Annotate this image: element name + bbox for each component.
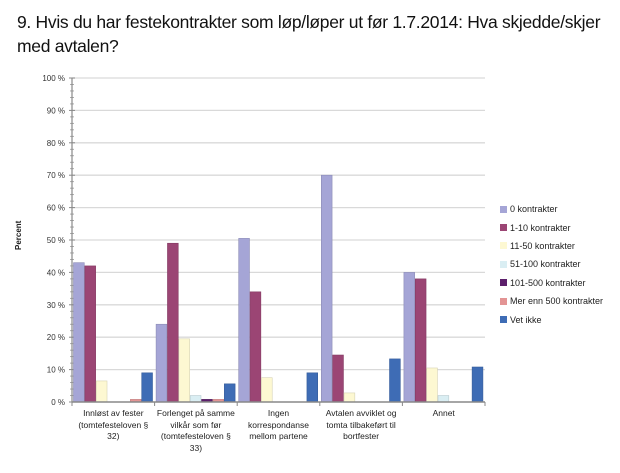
x-axis — [71, 401, 486, 406]
bar — [155, 323, 168, 403]
y-tick-label: 30 % — [47, 301, 65, 310]
bar — [249, 291, 262, 403]
legend-swatch — [500, 297, 507, 305]
y-tick-label: 70 % — [47, 171, 65, 180]
bar — [320, 174, 333, 403]
bar — [389, 358, 401, 403]
x-tick-label-line: Ingen — [267, 408, 290, 418]
x-tick-label-line: bortfester — [343, 431, 380, 441]
legend-swatch — [500, 316, 507, 324]
y-tick-label: 0 % — [51, 398, 65, 407]
bar — [471, 366, 484, 403]
legend-item: 101-500 kontrakter — [500, 274, 603, 292]
bar — [403, 272, 415, 403]
y-tick-label: 10 % — [47, 366, 65, 375]
bar — [73, 262, 85, 403]
x-tick-label-line: Innløst av fester — [83, 408, 144, 418]
x-tick-label-line: korrespondanse — [248, 419, 309, 430]
x-tick-label: Ingen korrespondanse mellom partene — [234, 408, 324, 443]
chart-title: 9. Hvis du har festekontrakter som løp/l… — [17, 12, 601, 56]
legend-item: Mer enn 500 kontrakter — [500, 292, 603, 310]
legend-item: 0 kontrakter — [500, 200, 603, 218]
legend-swatch — [500, 260, 507, 268]
legend-item: Vet ikke — [500, 310, 603, 328]
legend-label: 51-100 kontrakter — [510, 259, 581, 270]
y-tick-label: 50 % — [47, 236, 65, 245]
bar — [141, 372, 153, 403]
x-tick-label-line: mellom partene — [249, 431, 308, 441]
bar — [426, 367, 438, 403]
bar — [238, 238, 250, 403]
legend: 0 kontrakter 1-10 kontrakter 11-50 kontrak… — [500, 200, 603, 329]
bar — [167, 242, 179, 403]
legend-label: 101-500 kontrakter — [510, 277, 586, 288]
y-tick-label: 20 % — [47, 333, 65, 342]
y-tick-label: 100 % — [42, 74, 65, 83]
legend-label: Mer enn 500 kontrakter — [510, 296, 604, 307]
y-tick-label: 80 % — [47, 139, 65, 148]
bar — [414, 278, 427, 403]
x-tick-label-line: 32) — [107, 431, 120, 441]
legend-swatch — [500, 205, 507, 213]
x-tick-label: Avtalen avviklet og tomta tilbakeført til… — [316, 408, 406, 443]
x-tick-label-line: 33) — [189, 442, 203, 453]
bar — [84, 265, 96, 403]
bar — [178, 338, 190, 403]
legend-item: 51-100 kontrakter — [500, 255, 603, 273]
legend-item: 1-10 kontrakter — [500, 218, 603, 236]
legend-label: 1-10 kontrakter — [510, 222, 571, 233]
x-tick-label-line: Forlenget på samme — [156, 408, 235, 418]
x-tick-label-line: Annet — [432, 408, 455, 418]
bar — [224, 383, 236, 403]
bars — [73, 174, 484, 403]
legend-label: 11-50 kontrakter — [510, 240, 575, 251]
bar — [261, 377, 273, 403]
bar — [189, 395, 202, 403]
y-tick-label: 60 % — [47, 204, 65, 213]
legend-label: Vet ikke — [510, 314, 542, 325]
x-tick-label: Innløst av fester (tomtefesteloven § 32) — [68, 408, 158, 443]
bar — [437, 395, 450, 403]
x-tick-label-line: (tomtefesteloven § — [78, 419, 149, 430]
y-tick-label: 40 % — [47, 268, 65, 277]
y-axis: 0 % 10 % 20 % 30 % 40 % 50 % 60 % 70 % 80 % 90 % 1… — [42, 74, 75, 407]
x-tick-label-line: Avtalen avviklet og — [325, 408, 397, 418]
y-axis-title: Percent — [14, 220, 23, 250]
bar — [95, 380, 108, 403]
y-tick-label: 90 % — [47, 106, 65, 115]
x-tick-label-line: tomta tilbakeført til — [326, 419, 396, 430]
bar — [306, 372, 318, 403]
x-tick-label-line: (tomtefesteloven § — [160, 431, 231, 441]
x-tick-label: Forlenget på samme vilkår som før (tomtefe… — [151, 408, 241, 454]
legend-label: 0 kontrakter — [510, 204, 558, 215]
legend-item: 11-50 kontrakter — [500, 237, 603, 255]
bar — [343, 392, 356, 403]
legend-swatch — [500, 242, 507, 250]
x-tick-label: Annet — [399, 408, 489, 420]
legend-swatch — [500, 224, 507, 232]
bar — [332, 354, 344, 403]
legend-swatch — [500, 279, 507, 287]
x-tick-label-line: vilkår som før — [170, 419, 222, 430]
